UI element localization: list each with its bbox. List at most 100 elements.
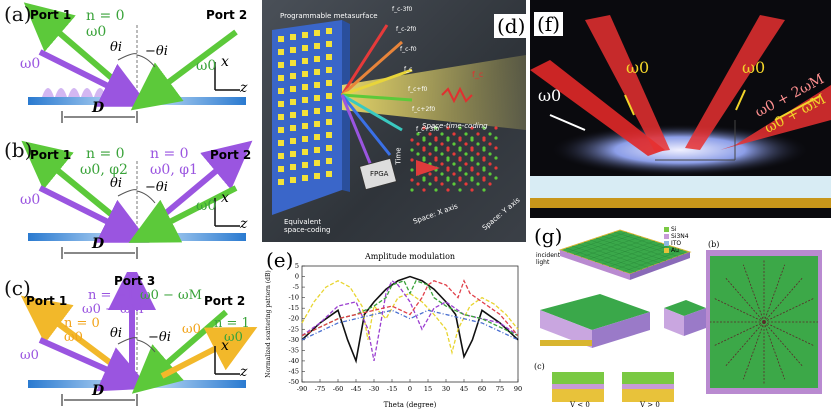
legend-swatch <box>664 234 669 239</box>
x-tick-label: -45 <box>351 385 361 393</box>
order-left: n = 0 <box>64 316 100 331</box>
freq-green: ω0 <box>86 24 107 40</box>
panel-b-label: (b) <box>4 138 33 162</box>
v-lt-label: V < 0 <box>570 401 590 409</box>
freq-shift: ω0 − ωM <box>140 288 202 303</box>
harmonic-label: f_c-f0 <box>400 46 417 53</box>
period-label: D <box>92 100 105 116</box>
freq-left: ω0 <box>64 330 83 345</box>
freq-green: ω0 <box>196 198 217 214</box>
theta-label: θi <box>110 40 122 55</box>
panel-e-label: (e) <box>266 248 294 272</box>
sub-b-label: (b) <box>708 240 720 249</box>
legend-swatch <box>664 227 669 232</box>
x-tick-label: 90 <box>514 385 522 393</box>
harmonic-label: f_c-3f0 <box>392 6 413 13</box>
neg-theta-label: −θi <box>148 330 171 345</box>
harmonic-label: f_c-2f0 <box>396 26 417 33</box>
panel-f: (f) ω0 ω0 ω0 ω0 + 2ωM ω0 + ωM <box>530 0 831 218</box>
panel-c: (c) Port 1 Port 3 Port 2 n = 0 ω0 n = −1… <box>0 272 258 410</box>
x-axis-label: x <box>221 190 229 206</box>
freq-right: ω0, φ1 <box>150 162 198 178</box>
panel-g: (g) (b) (c) V < 0 V > 0 incident light S… <box>530 222 831 410</box>
freq-w3: ω0 <box>742 58 766 77</box>
port2-label: Port 2 <box>204 294 246 308</box>
panel-c-label: (c) <box>4 276 31 300</box>
freq-right: ω0 <box>224 330 243 345</box>
freq-purple: ω0 <box>20 192 41 208</box>
x-axis-label: x <box>221 54 229 70</box>
legend-entry: Si <box>671 226 677 233</box>
legend-entry: Au <box>671 247 679 254</box>
panel-e: Amplitude modulation Theta (degree) Normal… <box>262 246 526 410</box>
x-tick-label: -90 <box>297 385 307 393</box>
x-tick-label: 15 <box>424 385 432 393</box>
port1-label: Port 1 <box>30 148 72 162</box>
harmonic-label: f_c+3f0 <box>416 126 440 133</box>
neg-theta-label: −θi <box>145 180 168 195</box>
port1-label: Port 1 <box>26 294 68 308</box>
incident-light-label: incident light <box>536 252 561 266</box>
neg-theta-label: −θi <box>145 44 168 59</box>
theta-label: θi <box>110 176 122 191</box>
order-mid: n = −1 <box>88 288 135 303</box>
fpga-chip-label: FPGA <box>370 170 389 178</box>
axis-time: Time <box>394 147 403 165</box>
y-tick-label: 0 <box>295 273 299 281</box>
y-tick-label: 5 <box>295 262 299 270</box>
x-axis-label: x <box>221 338 229 354</box>
x-tick-label: 60 <box>478 385 486 393</box>
y-tick-label: -20 <box>289 315 299 323</box>
y-tick-label: -5 <box>293 283 299 291</box>
theta-label: θi <box>110 326 122 341</box>
x-tick-label: 45 <box>460 385 468 393</box>
z-axis-label: z <box>240 80 248 96</box>
x-tick-label: 75 <box>496 385 504 393</box>
period-label: D <box>92 236 105 252</box>
panel-d-label: (d) <box>494 14 526 38</box>
y-tick-label: -25 <box>289 325 299 333</box>
panel-d-figure <box>272 20 526 215</box>
z-axis-label: z <box>240 216 248 232</box>
v-gt-label: V > 0 <box>640 401 660 409</box>
freq-right-in: ω0 <box>182 322 201 337</box>
legend-swatch <box>664 248 669 253</box>
z-axis-label: z <box>240 364 248 380</box>
sub-c-label: (c) <box>534 362 545 371</box>
order-right: n = 1 <box>214 316 250 331</box>
y-tick-label: -40 <box>289 357 299 365</box>
incident-freq: f_c <box>472 70 484 79</box>
port3-label: Port 3 <box>114 274 156 288</box>
legend-entry: ITO <box>671 240 682 247</box>
panel-c-figure <box>20 272 258 406</box>
panel-f-figure <box>530 15 831 218</box>
panel-a: (a) Port 1 Port 2 n = 0 ω0 ω0 ω0 θi −θi … <box>0 0 258 128</box>
port1-label: Port 1 <box>30 8 72 22</box>
freq-left: ω0, φ2 <box>80 162 128 178</box>
series-line-5 <box>301 309 519 341</box>
x-tick-label: -30 <box>369 385 379 393</box>
y-tick-label: -50 <box>289 378 299 386</box>
panel-d: (d) Programmable metasurface Space-time-… <box>262 0 526 242</box>
period-label: D <box>92 383 105 399</box>
x-tick-label: 0 <box>408 385 412 393</box>
freq-w1: ω0 <box>538 86 562 105</box>
legend-entry: Si3N4 <box>671 233 689 240</box>
material-legend: Si Si3N4 ITO Au <box>671 226 689 254</box>
x-axis-title: Theta (degree) <box>384 401 437 409</box>
y-axis-title: Normalized scattering pattern (dB) <box>265 270 272 377</box>
panel-g-figure <box>540 227 822 402</box>
y-tick-label: -30 <box>289 336 299 344</box>
metasurface-title: Programmable metasurface <box>280 12 378 20</box>
y-tick-label: -15 <box>289 304 299 312</box>
panel-a-figure <box>23 2 246 123</box>
order-label: n = 0 <box>86 8 125 24</box>
series-line-1 <box>301 280 519 356</box>
x-tick-label: -75 <box>315 385 325 393</box>
order-left: n = 0 <box>86 146 125 162</box>
harmonic-label: f_c+f0 <box>408 86 428 93</box>
x-tick-label: 30 <box>442 385 450 393</box>
x-tick-label: -15 <box>387 385 397 393</box>
freq-port2: ω0 <box>196 58 217 74</box>
freq-purple: ω0 <box>20 56 41 72</box>
